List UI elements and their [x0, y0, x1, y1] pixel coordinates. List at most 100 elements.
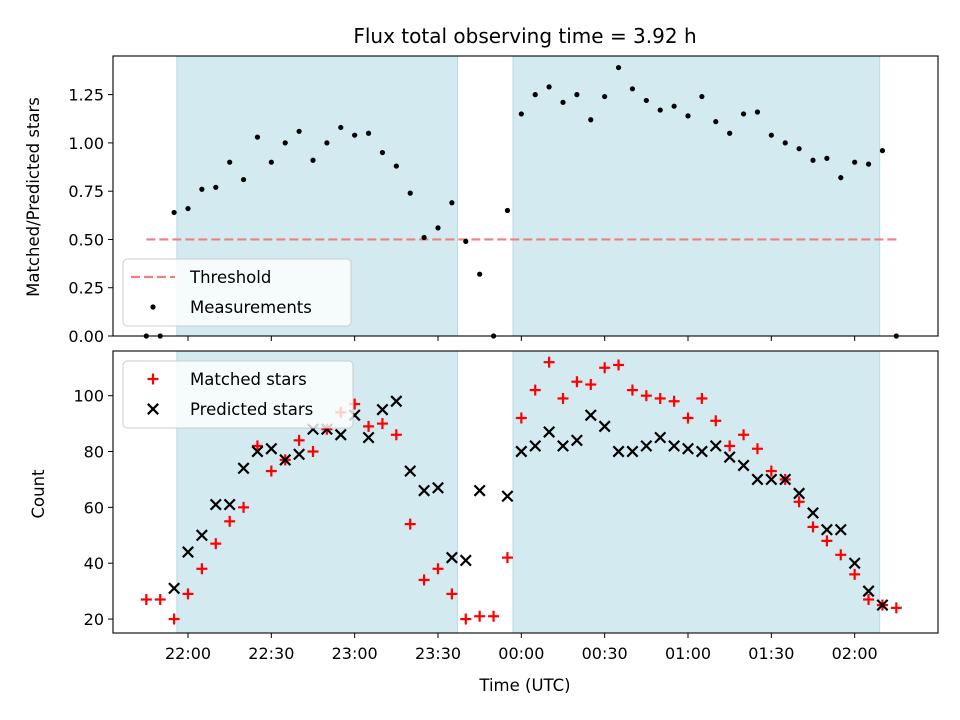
matched-star-point: [474, 610, 486, 622]
x-tick-label: 02:00: [832, 644, 878, 663]
predicted-star-point: [543, 425, 556, 438]
bottom-axes-frame: [112, 350, 939, 634]
matched-star-point: [557, 392, 569, 404]
predicted-star-point: [695, 445, 708, 458]
measurement-point: [296, 128, 302, 134]
bottom-y-ticks: 20 40 60 80 100: [73, 387, 113, 629]
top-legend: Threshold Measurements: [122, 258, 352, 327]
predicted-star-point: [237, 462, 250, 475]
top-y-ticks: 0.00 0.25 0.50 0.75 1.00 1.25: [68, 86, 113, 346]
matched-star-point: [182, 588, 194, 600]
measurement-point: [518, 111, 524, 117]
predicted-star-point: [195, 529, 208, 542]
matched-star-point: [793, 496, 805, 508]
matched-star-point: [613, 359, 625, 371]
predicted-star-point: [654, 431, 667, 444]
shaded-interval: [512, 350, 881, 634]
shaded-interval: [512, 55, 881, 337]
measurement-point: [463, 238, 469, 244]
measurement-point: [796, 146, 802, 152]
matched-star-point: [849, 568, 861, 580]
matched-star-point: [307, 446, 319, 458]
measurement-point: [879, 148, 886, 154]
predicted-star-point: [751, 473, 764, 486]
x-tick-label: 00:30: [582, 644, 628, 663]
measurement-point: [227, 159, 233, 165]
matched-star-point: [599, 362, 611, 374]
bottom-y-axis-label: Count: [29, 469, 48, 519]
predicted-star-point: [293, 448, 306, 461]
measurement-point: [602, 93, 608, 100]
matched-star-point: [515, 412, 527, 424]
measurement-point: [560, 99, 566, 105]
measurement-point: [393, 163, 399, 169]
predicted-star-point: [668, 439, 681, 452]
matched-star-point: [710, 415, 722, 427]
x-tick-label: 23:00: [332, 644, 378, 663]
predicted-star-point: [793, 487, 806, 500]
measurement-point: [171, 209, 177, 216]
measurement-point: [838, 175, 844, 181]
legend-box: [122, 258, 352, 327]
matched-star-point: [529, 384, 541, 396]
y-tick-label: 0.75: [68, 182, 104, 201]
legend-matched-swatch: [147, 373, 159, 385]
measurement-point: [449, 200, 455, 206]
y-tick-label: 80: [84, 443, 104, 462]
predicted-star-point: [640, 439, 653, 452]
matched-star-point: [765, 465, 777, 477]
measurement-point: [768, 132, 774, 138]
measurement-point: [199, 186, 205, 192]
top-x-ticks: [187, 336, 856, 341]
measurement-point: [574, 92, 580, 98]
matched-star-point: [585, 379, 597, 391]
predicted-star-point: [779, 473, 792, 486]
matched-star-point: [890, 602, 902, 614]
matched-star-point: [446, 588, 458, 600]
matched-star-point: [863, 593, 875, 605]
top-y-axis-label: Matched/Predicted stars: [24, 97, 43, 297]
measurement-point: [713, 119, 719, 125]
legend-measurements-label: Measurements: [190, 298, 312, 317]
measurement-point: [268, 159, 274, 165]
matched-star-point: [168, 613, 180, 625]
measurement-point: [782, 140, 788, 146]
bottom-x-ticks: 22:00 22:30 23:00 23:30 00:00 00:30 01:00 01:30…: [165, 633, 878, 663]
matched-star-point: [196, 563, 208, 575]
measurement-point: [254, 134, 261, 140]
predicted-star-point: [570, 434, 583, 447]
measurement-point: [504, 207, 511, 214]
matched-star-point: [432, 563, 444, 575]
top-axes-frame: [112, 55, 939, 337]
measurement-point: [657, 107, 663, 113]
x-tick-label: 01:30: [748, 644, 794, 663]
legend-predicted-swatch: [147, 403, 159, 415]
top-panel: 0.00 0.25 0.50 0.75 1.00 1.25 Matched/Predict…: [24, 55, 939, 346]
matched-star-point: [682, 412, 694, 424]
predicted-star-point: [362, 431, 375, 444]
matched-star-point: [640, 390, 652, 402]
measurement-point: [185, 205, 191, 212]
predicted-star-point: [557, 439, 569, 452]
matched-star-point: [154, 593, 166, 605]
measurement-point: [338, 124, 344, 131]
matched-star-point: [488, 610, 500, 622]
measurement-point: [615, 64, 622, 71]
measurement-point: [699, 93, 705, 100]
predicted-star-point: [334, 428, 347, 441]
predicted-star-point: [515, 445, 528, 458]
predicted-star-point: [501, 490, 514, 503]
legend-predicted-label: Predicted stars: [190, 400, 313, 419]
matched-star-point: [363, 420, 375, 432]
measurement-point: [282, 140, 288, 146]
predicted-star-point: [682, 442, 694, 455]
matched-star-point: [265, 465, 277, 477]
measurement-point: [685, 113, 691, 119]
measurement-point: [477, 271, 483, 277]
predicted-star-point: [834, 523, 847, 536]
y-tick-label: 40: [84, 554, 104, 573]
matched-star-point: [418, 574, 430, 586]
predicted-star-point: [709, 439, 722, 452]
predicted-star-point: [168, 582, 181, 595]
